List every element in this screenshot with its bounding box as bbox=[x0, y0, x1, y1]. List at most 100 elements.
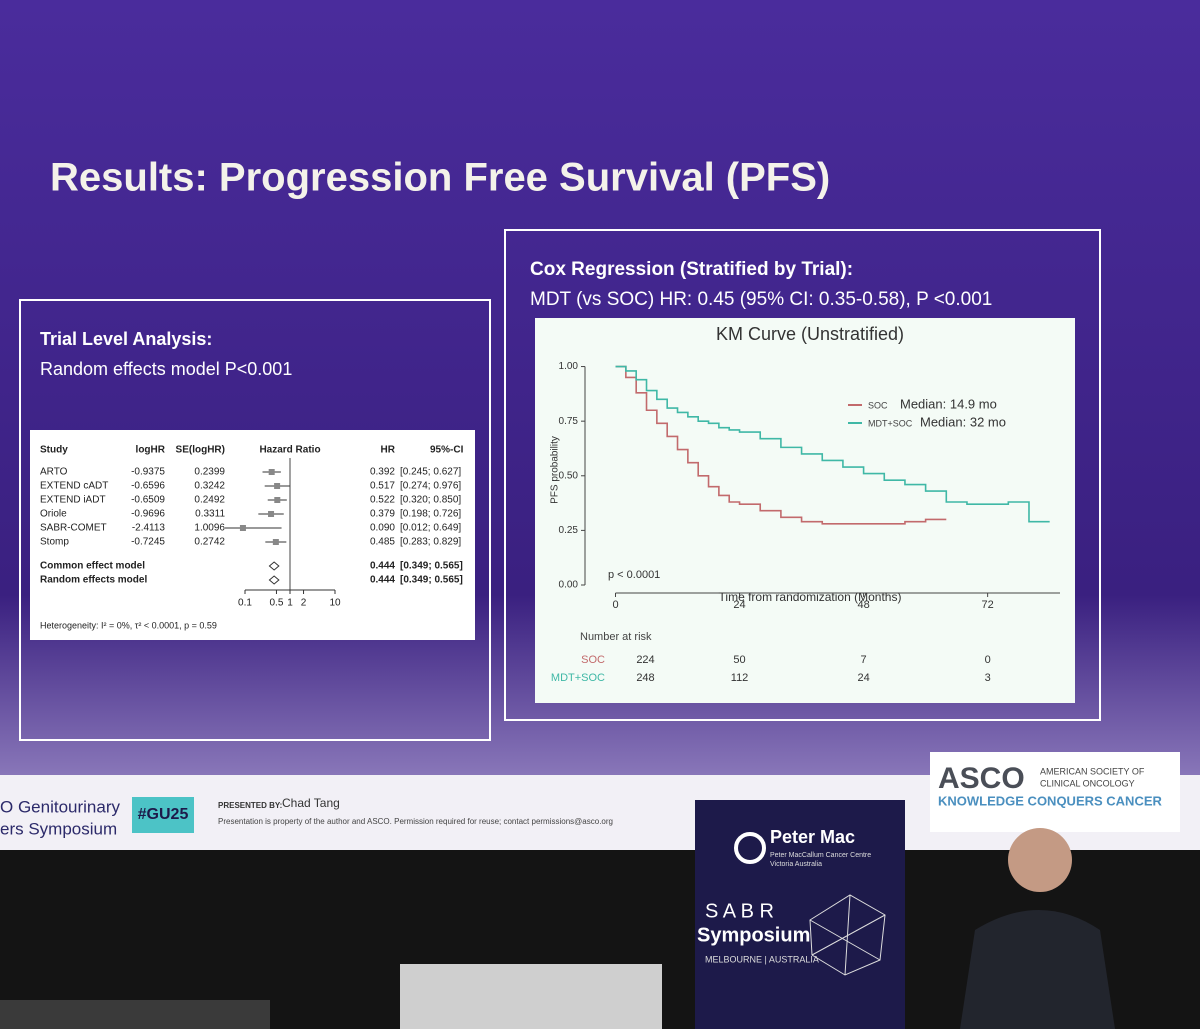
presented-by: PRESENTED BY: bbox=[218, 801, 282, 810]
legend-text: Median: 14.9 mo bbox=[900, 396, 997, 411]
log-hr: -2.4113 bbox=[132, 523, 166, 534]
asco-logo: ASCO bbox=[938, 762, 1025, 795]
laptop bbox=[400, 964, 662, 1029]
ci: [0.320; 0.850] bbox=[400, 495, 461, 506]
x-tick-label: 0 bbox=[612, 599, 618, 611]
legend-text: Median: 32 mo bbox=[920, 414, 1006, 429]
symposium-name: O Genitourinary bbox=[0, 797, 120, 816]
ci: [0.198; 0.726] bbox=[400, 509, 461, 520]
risk-count: 50 bbox=[733, 654, 745, 666]
y-tick-label: 1.00 bbox=[559, 361, 579, 372]
panel-subheading: MDT (vs SOC) HR: 0.45 (95% CI: 0.35-0.58… bbox=[530, 289, 992, 310]
model-name: Random effects model bbox=[40, 575, 147, 586]
log-hr: -0.7245 bbox=[131, 537, 165, 548]
forest-tick-label: 10 bbox=[329, 598, 341, 609]
hr-square bbox=[268, 511, 275, 517]
forest-header: logHR bbox=[136, 445, 166, 456]
speaker-head bbox=[1008, 828, 1072, 892]
forest-header: 95%-CI bbox=[430, 445, 464, 456]
asco-logo-box bbox=[930, 752, 1180, 832]
forest-tick-label: 2 bbox=[301, 598, 307, 609]
forest-header: HR bbox=[381, 445, 396, 456]
se-log-hr: 0.2399 bbox=[194, 467, 225, 478]
panel-heading: Trial Level Analysis: bbox=[40, 329, 212, 349]
risk-count: 248 bbox=[636, 672, 654, 684]
forest-box bbox=[30, 430, 475, 640]
study-name: EXTEND cADT bbox=[40, 481, 108, 492]
ci: [0.274; 0.976] bbox=[400, 481, 461, 492]
risk-row-name: MDT+SOC bbox=[551, 672, 605, 684]
speaker-body bbox=[960, 910, 1115, 1029]
x-tick-label: 72 bbox=[982, 599, 994, 611]
y-tick-label: 0.50 bbox=[559, 470, 579, 481]
summary-diamond bbox=[268, 561, 280, 571]
y-tick-label: 0.75 bbox=[559, 416, 579, 427]
ci: [0.349; 0.565] bbox=[400, 575, 463, 586]
ci: [0.283; 0.829] bbox=[400, 537, 461, 548]
study-name: Oriole bbox=[40, 509, 67, 520]
hr-square bbox=[274, 497, 281, 503]
risk-count: 112 bbox=[731, 672, 749, 684]
panel-subheading: Random effects model P<0.001 bbox=[40, 359, 292, 379]
presenter: Chad Tang bbox=[282, 796, 340, 810]
km-curve bbox=[615, 365, 1050, 523]
banner-graphic bbox=[809, 894, 886, 976]
banner-location: MELBOURNE | AUSTRALIA bbox=[705, 954, 819, 964]
heterogeneity: Heterogeneity: I² = 0%, τ² < 0.0001, p =… bbox=[40, 620, 217, 630]
km-box bbox=[535, 318, 1075, 703]
se-log-hr: 0.2492 bbox=[194, 495, 225, 506]
hr: 0.379 bbox=[370, 509, 395, 520]
slide-title: Results: Progression Free Survival (PFS) bbox=[50, 156, 830, 200]
banner-org-full: Peter MacCallum Cancer Centre bbox=[770, 852, 871, 859]
se-log-hr: 0.3242 bbox=[194, 481, 225, 492]
panel-heading: Cox Regression (Stratified by Trial): bbox=[530, 259, 853, 280]
legend-name: SOC bbox=[868, 400, 888, 410]
banner bbox=[695, 800, 905, 1029]
y-tick-label: 0.00 bbox=[559, 580, 579, 591]
study-name: Stomp bbox=[40, 537, 69, 548]
x-axis-label: Time from randomization (Months) bbox=[719, 590, 902, 604]
risk-title: Number at risk bbox=[580, 631, 652, 643]
ci: [0.349; 0.565] bbox=[400, 561, 463, 572]
risk-count: 3 bbox=[985, 672, 991, 684]
hr: 0.444 bbox=[370, 575, 395, 586]
forest-header: Hazard Ratio bbox=[259, 445, 320, 456]
hr: 0.522 bbox=[370, 495, 395, 506]
risk-row-name: SOC bbox=[581, 654, 605, 666]
log-hr: -0.6509 bbox=[131, 495, 165, 506]
disclaimer: Presentation is property of the author a… bbox=[218, 817, 613, 826]
forest-header: SE(logHR) bbox=[176, 445, 225, 456]
podium bbox=[0, 1000, 270, 1029]
risk-count: 24 bbox=[857, 672, 869, 684]
forest-header: Study bbox=[40, 445, 68, 456]
summary-diamond bbox=[268, 575, 280, 585]
log-hr: -0.6596 bbox=[131, 481, 165, 492]
x-tick-label: 24 bbox=[733, 599, 745, 611]
study-name: ARTO bbox=[40, 467, 68, 478]
y-tick-label: 0.25 bbox=[559, 525, 579, 536]
forest-tick-label: 1 bbox=[287, 598, 293, 609]
asco-name: AMERICAN SOCIETY OF bbox=[1040, 766, 1145, 776]
banner-org-full: Victoria Australia bbox=[770, 861, 822, 868]
y-axis-label: PFS probability bbox=[550, 436, 561, 504]
banner-event: S A B R bbox=[705, 900, 774, 922]
hr: 0.485 bbox=[370, 537, 395, 548]
hashtag: #GU25 bbox=[138, 806, 189, 823]
right-panel bbox=[504, 229, 1101, 721]
hashtag-box bbox=[132, 797, 194, 833]
study-name: SABR-COMET bbox=[40, 523, 107, 534]
risk-count: 0 bbox=[985, 654, 991, 666]
left-panel bbox=[19, 299, 491, 741]
forest-tick-label: 0.5 bbox=[270, 598, 284, 609]
log-hr: -0.9375 bbox=[131, 467, 165, 478]
hr-square bbox=[272, 539, 279, 545]
study-name: EXTEND iADT bbox=[40, 495, 106, 506]
hr-square bbox=[268, 469, 275, 475]
p-value: p < 0.0001 bbox=[608, 569, 660, 581]
asco-name: CLINICAL ONCOLOGY bbox=[1040, 778, 1135, 788]
model-name: Common effect model bbox=[40, 561, 145, 572]
km-curve bbox=[615, 365, 947, 525]
se-log-hr: 0.2742 bbox=[194, 537, 225, 548]
hr: 0.444 bbox=[370, 561, 395, 572]
